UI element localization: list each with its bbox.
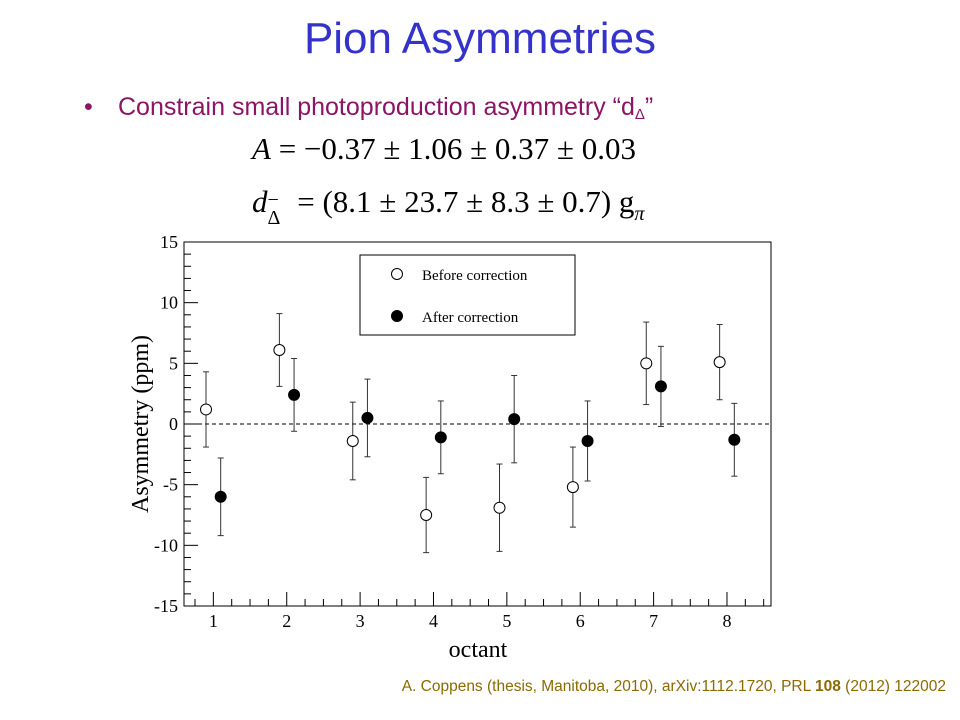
y-tick-label: -15 — [154, 596, 178, 616]
data-point-after — [361, 411, 374, 424]
data-point-before — [420, 509, 433, 521]
x-tick-label: 1 — [209, 611, 218, 631]
data-point-after — [728, 433, 741, 446]
bullet-text: Constrain small photoproduction asymmetr… — [118, 93, 654, 123]
equation-1-rhs: = −0.37 ± 1.06 ± 0.37 ± 0.03 — [278, 131, 636, 166]
data-point-after — [288, 388, 301, 401]
citation-volume: 108 — [814, 678, 841, 695]
citation-suffix: (2012) 122002 — [840, 678, 946, 695]
citation-prefix: A. Coppens (thesis, Manitoba, 2010), arX… — [401, 678, 815, 695]
y-tick-label: -5 — [163, 475, 178, 495]
data-point-after — [654, 380, 667, 393]
legend-marker-filled-circle — [391, 310, 403, 322]
equation-2-lhs: d — [252, 184, 268, 219]
legend-label-before: Before correction — [422, 268, 528, 284]
legend: Before correction After correction — [359, 254, 576, 336]
equation-2-rhs: = (8.1 ± 23.7 ± 8.3 ± 0.7) g — [297, 184, 635, 219]
equation-2-sub: Δ — [267, 207, 281, 229]
citation: A. Coppens (thesis, Manitoba, 2010), arX… — [402, 678, 946, 696]
data-point-before — [713, 356, 726, 369]
y-tick-label: 10 — [160, 293, 178, 313]
bullet-marker: • — [84, 93, 93, 121]
data-point-before — [200, 403, 213, 416]
x-axis-label: octant — [449, 637, 508, 663]
y-tick-label: 15 — [160, 232, 178, 252]
data-point-after — [214, 490, 227, 503]
data-point-before — [566, 481, 579, 494]
x-tick-label: 6 — [576, 611, 585, 631]
x-tick-label: 5 — [502, 611, 511, 631]
legend-label-after: After correction — [422, 310, 519, 326]
equation-2-rhs-sub: π — [634, 203, 645, 225]
equation-asymmetry: A = −0.37 ± 1.06 ± 0.37 ± 0.03 — [252, 131, 636, 167]
x-tick-label: 7 — [649, 611, 658, 631]
y-tick-label: 0 — [169, 414, 178, 434]
axes-layer: -15 -10 -5 0 5 10 15 1 2 3 4 5 6 7 8 — [154, 232, 771, 631]
y-tick-label: -10 — [154, 535, 178, 555]
equation-2-subsup: − Δ — [268, 189, 290, 229]
slide-title: Pion Asymmetries — [303, 14, 657, 63]
data-point-after — [581, 434, 594, 447]
equation-2-sup: − — [267, 189, 279, 211]
bullet-item: • Constrain small photoproduction asymmet… — [84, 93, 653, 123]
legend-marker-open-circle — [391, 268, 403, 280]
marks-layer — [200, 313, 741, 554]
equation-d-delta: d − Δ = (8.1 ± 23.7 ± 8.3 ± 0.7) gπ — [252, 184, 645, 229]
data-point-before — [346, 434, 359, 447]
x-tick-label: 8 — [722, 611, 731, 631]
data-point-before — [273, 343, 286, 356]
y-axis-label: Asymmetry (ppm) — [128, 335, 154, 513]
equation-1-lhs: A — [252, 131, 271, 166]
data-point-before — [493, 501, 506, 514]
x-tick-label: 3 — [356, 611, 365, 631]
bullet-text-subscript: Δ — [634, 106, 645, 123]
x-tick-label: 2 — [282, 611, 291, 631]
data-point-after — [434, 431, 447, 444]
bullet-text-close: ” — [644, 93, 654, 121]
data-point-before — [640, 357, 653, 370]
bullet-text-main: Constrain small photoproduction asymmetr… — [118, 93, 635, 121]
x-tick-label: 4 — [429, 611, 438, 631]
y-tick-label: 5 — [169, 353, 178, 373]
data-point-after — [508, 413, 521, 426]
